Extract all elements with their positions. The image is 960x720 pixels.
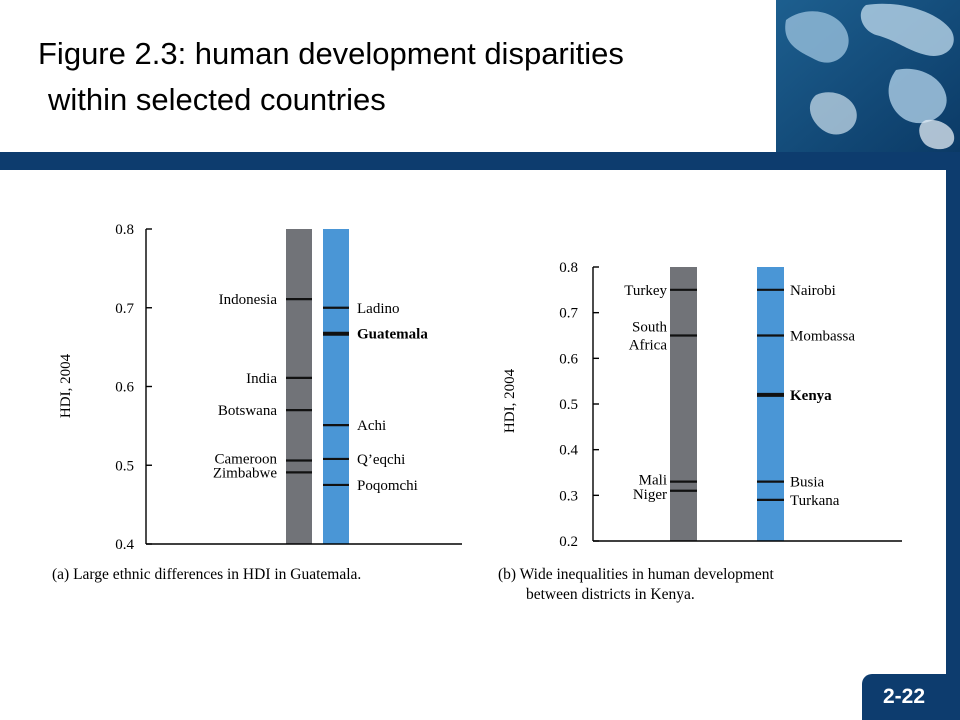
chart-b-label-niger: Niger [633, 487, 667, 503]
chart-a-tick-label-0-5: 0.5 [115, 458, 134, 474]
chart-a-label-zimbabwe: Zimbabwe [213, 465, 277, 481]
chart-a-bar-blue [323, 229, 349, 544]
chart-a-tick-label-0-8: 0.8 [115, 222, 134, 238]
chart-b-hdi-kenya: 0.2 0.3 0.4 0.5 0.6 0.7 0.8 HDI, 2004 Turkey Sout… [498, 260, 902, 603]
chart-a-tick-label-0-6: 0.6 [115, 380, 134, 396]
chart-b-tick-label-0-4: 0.4 [559, 443, 578, 459]
chart-a-tick-label-0-7: 0.7 [115, 301, 134, 317]
chart-a-label-ladino: Ladino [357, 301, 400, 317]
chart-a-label-q-eqchi: Q’eqchi [357, 452, 405, 468]
chart-b-tick-label-0-3: 0.3 [559, 488, 578, 504]
chart-a-label-poqomchi: Poqomchi [357, 478, 418, 494]
title-area: Figure 2.3: human development disparitie… [0, 0, 776, 152]
chart-b-caption-1: (b) Wide inequalities in human developme… [498, 566, 775, 583]
globe-decoration-image [776, 0, 960, 152]
chart-b-label-turkana: Turkana [790, 493, 840, 509]
chart-b-label-mombassa: Mombassa [790, 329, 855, 345]
chart-b-bar-blue [757, 267, 784, 541]
chart-b-tick-label-0-6: 0.6 [559, 351, 578, 367]
chart-b-caption-2: between districts in Kenya. [526, 586, 695, 603]
chart-b-label-mali: Mali [639, 473, 667, 489]
chart-a-ylabel: HDI, 2004 [58, 353, 74, 418]
slide-title-line-2: within selected countries [48, 82, 386, 117]
chart-b-label-south-africa-0: South [632, 320, 668, 336]
header-band [0, 152, 960, 170]
chart-b-label-south-africa-1: Africa [629, 338, 668, 354]
chart-a-tick-label-0-4: 0.4 [115, 537, 134, 553]
chart-a-label-india: India [246, 371, 277, 387]
chart-a-caption-1: (a) Large ethnic differences in HDI in G… [52, 566, 361, 583]
chart-b-label-busia: Busia [790, 475, 825, 491]
chart-a-label-indonesia: Indonesia [219, 292, 278, 308]
chart-b-tick-label-0-2: 0.2 [559, 534, 578, 550]
chart-a-label-achi: Achi [357, 418, 386, 434]
chart-a-label-guatemala: Guatemala [357, 327, 428, 343]
chart-a-hdi-guatemala: 0.4 0.5 0.6 0.7 0.8 HDI, 2004 Indonesia India Bo… [52, 222, 462, 583]
right-frame [946, 152, 960, 720]
chart-a-label-cameroon: Cameroon [215, 452, 278, 468]
slide-title-line-1: Figure 2.3: human development disparitie… [38, 36, 624, 71]
chart-a-label-botswana: Botswana [218, 403, 278, 419]
chart-a-bar-gray [286, 229, 312, 544]
chart-b-tick-label-0-7: 0.7 [559, 306, 578, 322]
chart-b-tick-label-0-5: 0.5 [559, 397, 578, 413]
chart-b-tick-label-0-8: 0.8 [559, 260, 578, 276]
chart-b-label-nairobi: Nairobi [790, 283, 836, 299]
page-number-badge: 2-22 [862, 674, 946, 720]
content-panel [0, 170, 946, 720]
chart-b-label-turkey: Turkey [624, 283, 667, 299]
chart-b-ylabel: HDI, 2004 [502, 368, 518, 433]
chart-b-bar-gray [670, 267, 697, 541]
chart-b-label-kenya: Kenya [790, 388, 832, 404]
